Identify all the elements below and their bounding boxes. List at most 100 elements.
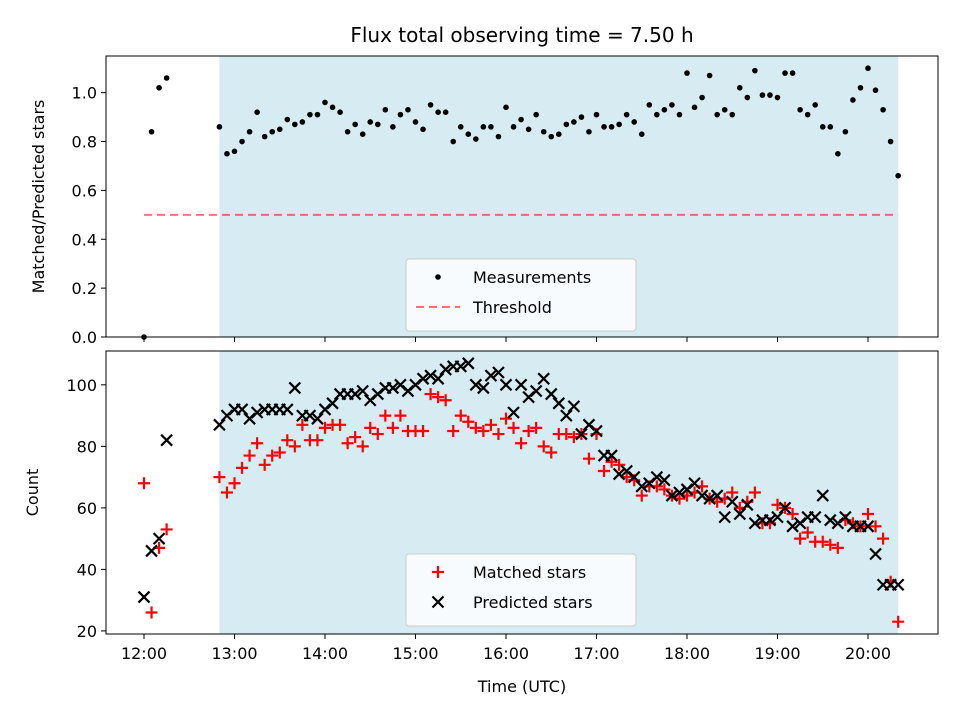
measurement-point bbox=[307, 111, 313, 118]
measurement-point bbox=[631, 119, 638, 125]
measurement-point bbox=[850, 97, 856, 103]
predicted-star-point bbox=[288, 381, 302, 395]
predicted-star-point bbox=[839, 510, 852, 524]
y-tick-label: 0.2 bbox=[72, 279, 97, 298]
x-tick-label: 12:00 bbox=[121, 644, 167, 663]
predicted-star-point bbox=[688, 476, 701, 490]
y-tick-label: 0.8 bbox=[72, 133, 97, 152]
measurement-point bbox=[804, 111, 811, 118]
matched-star-point bbox=[266, 449, 279, 462]
matched-star-point bbox=[439, 394, 452, 407]
top-y-axis-label: Matched/Predicted stars bbox=[29, 100, 48, 294]
measurement-point bbox=[329, 104, 336, 111]
legend-marker-predicted bbox=[431, 595, 445, 609]
matched-star-point bbox=[613, 458, 626, 471]
legend-label: Threshold bbox=[472, 298, 552, 317]
predicted-star-point bbox=[627, 470, 641, 484]
matched-star-point bbox=[447, 424, 460, 437]
matched-star-point bbox=[824, 538, 837, 551]
measurement-point bbox=[676, 111, 683, 118]
matched-star-point bbox=[477, 424, 490, 437]
measurement-point bbox=[518, 116, 524, 123]
x-axis-label: Time (UTC) bbox=[477, 677, 566, 696]
predicted-star-point bbox=[869, 547, 882, 561]
predicted-star-point bbox=[303, 409, 317, 422]
matched-star-point bbox=[371, 428, 384, 441]
measurement-point bbox=[442, 109, 449, 115]
matched-star-point bbox=[258, 458, 271, 471]
y-tick-label: 0.6 bbox=[72, 181, 97, 200]
x-tick-label: 17:00 bbox=[573, 644, 619, 663]
predicted-star-point bbox=[695, 489, 709, 502]
legend-label: Measurements bbox=[473, 268, 591, 287]
measurement-point bbox=[623, 111, 630, 118]
top-panel: 0.0 0.2 0.4 0.6 0.8 1.0 Matched/Predicted sta… bbox=[29, 55, 939, 347]
matched-star-point bbox=[726, 486, 739, 499]
measurement-point bbox=[669, 102, 675, 108]
matched-star-point bbox=[582, 452, 595, 465]
measurement-point bbox=[405, 106, 411, 113]
measurement-point bbox=[427, 102, 434, 108]
measurement-point bbox=[397, 111, 404, 118]
measurement-point bbox=[322, 99, 328, 106]
bottom-markers bbox=[137, 357, 905, 628]
measurement-point bbox=[450, 138, 457, 145]
measurement-point bbox=[344, 128, 351, 135]
measurement-point bbox=[473, 136, 479, 142]
predicted-star-point bbox=[145, 544, 158, 558]
measurement-point bbox=[797, 106, 803, 113]
matched-star-point bbox=[356, 440, 369, 453]
predicted-star-point bbox=[650, 470, 664, 484]
predicted-star-point bbox=[439, 363, 452, 376]
measurement-point bbox=[261, 133, 268, 140]
measurement-point bbox=[872, 87, 879, 94]
predicted-star-point bbox=[235, 403, 249, 416]
matched-star-point bbox=[484, 418, 497, 431]
matched-star-point bbox=[341, 437, 354, 450]
matched-star-point bbox=[507, 421, 520, 434]
measurement-point bbox=[367, 119, 374, 125]
measurement-point bbox=[269, 128, 276, 135]
predicted-star-point bbox=[160, 433, 173, 447]
measurement-point bbox=[593, 111, 600, 118]
predicted-star-point bbox=[733, 507, 747, 521]
legend-marker-matched bbox=[432, 566, 444, 578]
chart-title: Flux total observing time = 7.50 h bbox=[350, 23, 693, 47]
predicted-star-point bbox=[537, 372, 550, 385]
predicted-star-point bbox=[891, 578, 905, 592]
x-tick-label: 15:00 bbox=[392, 644, 438, 663]
measurement-point bbox=[646, 102, 653, 108]
matched-star-point bbox=[522, 424, 535, 437]
matched-star-point bbox=[220, 486, 233, 499]
matched-star-point bbox=[236, 461, 249, 474]
matched-star-point bbox=[145, 606, 158, 619]
measurement-point bbox=[571, 119, 577, 125]
legend-label: Predicted stars bbox=[473, 593, 593, 612]
bottom-legend: Matched stars Predicted stars bbox=[405, 553, 637, 627]
measurement-point bbox=[578, 114, 585, 120]
top-legend: Measurements Threshold bbox=[405, 258, 637, 332]
y-tick-label: 0.0 bbox=[72, 328, 97, 347]
predicted-star-point bbox=[507, 406, 520, 419]
matched-star-point bbox=[862, 508, 874, 521]
matched-star-point bbox=[515, 437, 528, 450]
matched-star-point bbox=[537, 440, 550, 453]
matched-star-point bbox=[786, 508, 799, 521]
measurement-point bbox=[465, 131, 472, 137]
measurement-point bbox=[827, 124, 834, 130]
predicted-star-point bbox=[484, 369, 498, 382]
measurement-point bbox=[231, 148, 238, 155]
measurement-point bbox=[736, 84, 743, 91]
matched-star-point bbox=[469, 421, 482, 434]
matched-star-point bbox=[492, 428, 505, 441]
predicted-star-point bbox=[612, 467, 626, 481]
y-tick-label: 60 bbox=[77, 499, 97, 518]
matched-star-point bbox=[635, 489, 648, 502]
measurement-point bbox=[895, 172, 901, 179]
top-x-ticks bbox=[143, 337, 869, 342]
predicted-star-point bbox=[703, 492, 716, 505]
measurement-point bbox=[314, 111, 321, 118]
predicted-star-point bbox=[786, 520, 799, 533]
predicted-star-point bbox=[861, 520, 875, 533]
matched-star-point bbox=[349, 431, 362, 444]
